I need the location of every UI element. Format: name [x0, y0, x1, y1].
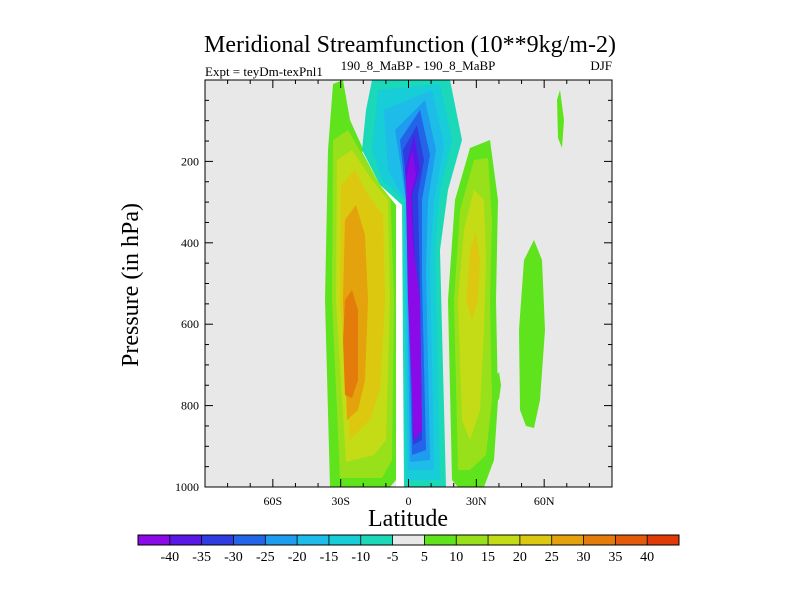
x-axis-label: Latitude — [368, 506, 448, 532]
y-tick-label: 800 — [181, 399, 199, 413]
colorbar-label: 30 — [577, 550, 591, 565]
colorbar-label: -25 — [256, 550, 275, 565]
colorbar-swatch — [169, 535, 203, 545]
south-cell-level-30 — [343, 290, 358, 398]
north-cell-level-20 — [466, 232, 480, 320]
north-tiny-patch — [496, 372, 501, 400]
colorbar-label: -30 — [224, 550, 243, 565]
colorbar-swatch — [360, 535, 393, 545]
colorbar-frame — [137, 534, 680, 546]
colorbar-swatch — [456, 535, 489, 545]
y-tick-label: 600 — [181, 317, 199, 331]
colorbar-swatch — [233, 535, 266, 545]
x-tick-label: 30S — [331, 494, 350, 508]
colorbar-label: 15 — [481, 550, 495, 565]
y-axis-label: Pressure (in hPa) — [118, 203, 144, 367]
colorbar-swatch — [328, 535, 362, 545]
colorbar-label: 25 — [545, 550, 559, 565]
colorbar-label: 5 — [421, 550, 428, 565]
colorbar-label: -35 — [192, 550, 211, 565]
colorbar-swatch — [583, 535, 616, 545]
cell-separator — [362, 148, 404, 487]
north-midlat-patch — [519, 240, 545, 428]
y-tick-label: 1000 — [175, 480, 199, 494]
x-tick-label: 0 — [406, 494, 412, 508]
north-upper-patch — [557, 90, 564, 148]
colorbar-label: -5 — [387, 550, 399, 565]
colorbar-swatch — [519, 535, 553, 545]
colorbar-label: 35 — [608, 550, 622, 565]
colorbar: -40 -35 -30 -25 -20 -15 -10 -5 5 10 15 20 25 30 35 40 — [137, 534, 680, 565]
colorbar-swatch — [138, 535, 171, 545]
colorbar-swatch — [424, 535, 457, 545]
colorbar-label: 10 — [449, 550, 463, 565]
subtitle: 190_8_MaBP - 190_8_MaBP — [341, 58, 496, 73]
colorbar-swatch — [488, 535, 521, 545]
colorbar-label: -20 — [288, 550, 307, 565]
colorbar-label: -10 — [351, 550, 370, 565]
colorbar-swatch — [551, 535, 584, 545]
x-axis: 60S 30S 0 30N 60N — [227, 80, 590, 508]
experiment-label: Expt = teyDm-texPnl1 — [205, 64, 323, 79]
contour-field — [325, 80, 564, 487]
equatorial-cell-level-minus-40 — [406, 150, 422, 440]
season-label: DJF — [590, 58, 612, 73]
x-tick-label: 60S — [263, 494, 282, 508]
colorbar-label: 40 — [640, 550, 654, 565]
colorbar-swatch — [647, 535, 680, 545]
x-tick-label: 60N — [534, 494, 555, 508]
x-tick-label: 30N — [466, 494, 487, 508]
colorbar-label: -15 — [320, 550, 339, 565]
chart-title: Meridional Streamfunction (10**9kg/m-2) — [204, 32, 616, 58]
y-axis: 200 400 600 800 1000 — [175, 99, 612, 494]
y-tick-label: 200 — [181, 154, 199, 168]
colorbar-swatch — [297, 535, 330, 545]
y-tick-label: 400 — [181, 236, 199, 250]
colorbar-label: -40 — [160, 550, 179, 565]
colorbar-swatch — [392, 535, 425, 545]
colorbar-swatch — [265, 535, 298, 545]
colorbar-swatch — [615, 535, 648, 545]
colorbar-label: 20 — [513, 550, 527, 565]
colorbar-swatch — [201, 535, 234, 545]
